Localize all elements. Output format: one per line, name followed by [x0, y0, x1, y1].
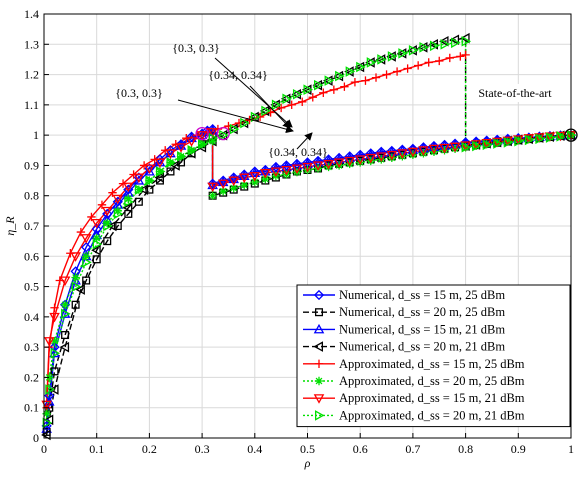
x-tick-label: 0.7 [405, 442, 420, 456]
legend-label: Numerical, d_ss = 15 m, 21 dBm [339, 322, 505, 336]
x-tick-label: 0.3 [195, 442, 210, 456]
series-6-point [71, 273, 79, 281]
legend-label: Numerical, d_ss = 15 m, 25 dBm [339, 288, 505, 302]
legend-label: Approximated, d_ss = 15 m, 21 dBm [339, 391, 525, 405]
legend-marker [315, 377, 323, 385]
x-tick-label: 0 [41, 442, 47, 456]
legend-label: Approximated, d_ss = 15 m, 25 dBm [339, 357, 525, 371]
x-tick-label: 0.9 [511, 442, 526, 456]
y-tick-label: 0.7 [24, 219, 39, 233]
y-tick-label: 0.5 [24, 280, 39, 294]
legend-label: Numerical, d_ss = 20 m, 21 dBm [339, 340, 505, 354]
legend: Numerical, d_ss = 15 m, 25 dBm Numerical,… [297, 285, 570, 427]
y-tick-label: 0.6 [24, 249, 39, 263]
y-tick-label: 0.9 [24, 158, 39, 172]
x-tick-label: 0.6 [353, 442, 368, 456]
y-tick-label: 0 [33, 431, 39, 445]
x-tick-label: 0.1 [89, 442, 104, 456]
y-tick-label: 1.4 [24, 7, 39, 21]
series-6-point [61, 301, 69, 309]
y-tick-label: 1.1 [24, 98, 39, 112]
y-tick-label: 0.4 [24, 310, 39, 324]
annotation-label: State-of-the-art [478, 86, 552, 100]
y-tick-label: 1 [33, 128, 39, 142]
x-tick-label: 0.4 [247, 442, 262, 456]
y-tick-label: 1.3 [24, 37, 39, 51]
y-tick-label: 0.8 [24, 189, 39, 203]
x-tick-label: 0.2 [142, 442, 157, 456]
y-tick-label: 0.3 [24, 340, 39, 354]
y-tick-label: 0.1 [24, 401, 39, 415]
legend-label: Numerical, d_ss = 20 m, 25 dBm [339, 305, 505, 319]
y-tick-label: 1.2 [24, 68, 39, 82]
annotation-label: {0.3, 0.3} [172, 41, 220, 55]
x-tick-label: 0.5 [300, 442, 315, 456]
x-tick-label: 1 [568, 442, 574, 456]
annotation-label: {0.34, 0.34} [268, 145, 328, 159]
x-axis-label: ρ [304, 456, 311, 470]
legend-label: Approximated, d_ss = 20 m, 21 dBm [339, 408, 525, 422]
legend-label: Approximated, d_ss = 20 m, 25 dBm [339, 374, 525, 388]
annotation-label: {0.3, 0.3} [115, 86, 163, 100]
y-tick-label: 0.2 [24, 370, 39, 384]
annotation-label: {0.34, 0.34} [208, 68, 268, 82]
y-axis-label: η_R [3, 216, 17, 236]
x-tick-label: 0.8 [458, 442, 473, 456]
